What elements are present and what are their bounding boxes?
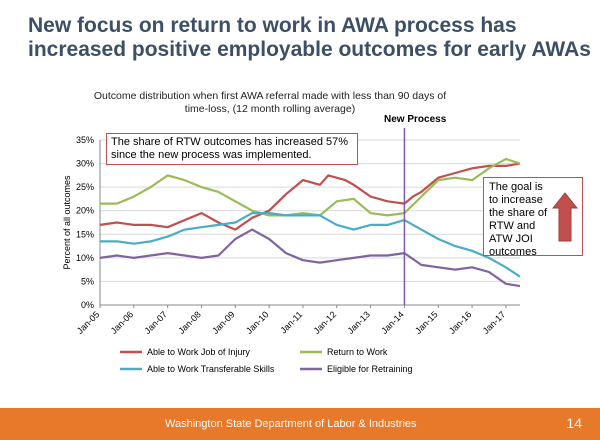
series-line-return-to-work — [100, 157, 521, 217]
y-tick-label: 35% — [76, 135, 94, 145]
page-number: 14 — [566, 415, 582, 431]
x-tick-label: Jan-17 — [481, 309, 508, 336]
goal-note-text: The goal is to increase the share of RTW… — [489, 181, 548, 258]
x-tick-label: Jan-10 — [244, 309, 271, 336]
x-tick-label: Jan-16 — [447, 309, 474, 336]
footer-organization: Washington State Department of Labor & I… — [165, 418, 417, 430]
y-tick-label: 25% — [76, 182, 94, 192]
x-tick-label: Jan-09 — [210, 309, 237, 336]
x-tick-label: Jan-12 — [312, 309, 339, 336]
chart-title-line-2: time-loss, (12 month rolling average) — [184, 103, 356, 115]
x-tick-label: Jan-11 — [278, 309, 304, 335]
goal-note-box: The goal is to increase the share of RTW… — [483, 177, 583, 258]
chart-title-line-1: Outcome distribution when first AWA refe… — [93, 90, 447, 102]
x-tick-label: Jan-15 — [413, 309, 440, 336]
legend-label: Eligible for Retraining — [327, 364, 413, 374]
series-line-able-to-work-job-of-injury — [99, 162, 521, 231]
y-tick-label: 0% — [81, 300, 94, 310]
series-line-able-to-work-transferable-skills — [100, 212, 521, 278]
y-tick-label: 20% — [76, 206, 94, 216]
rtw-increase-annotation: The share of RTW outcomes has increased … — [106, 133, 358, 165]
x-tick-label: Jan-13 — [345, 309, 372, 336]
legend-label: Return to Work — [327, 347, 388, 357]
slide-title-line-2: increased positive employable outcomes f… — [28, 38, 591, 61]
y-axis-label: Percent of all outcomes — [62, 175, 72, 270]
x-tick-label: Jan-06 — [109, 309, 136, 336]
legend-label: Able to Work Job of Injury — [147, 347, 250, 357]
y-tick-label: 30% — [76, 159, 94, 169]
slide-title: New focus on return to work in AWA proce… — [28, 14, 591, 62]
y-tick-label: 5% — [81, 276, 94, 286]
x-tick-label: Jan-08 — [176, 309, 203, 336]
footer-bar: Washington State Department of Labor & I… — [0, 408, 600, 440]
up-arrow-icon — [552, 192, 578, 242]
slide-title-line-1: New focus on return to work in AWA proce… — [28, 14, 517, 37]
x-tick-label: Jan-05 — [75, 309, 102, 336]
new-process-label: New Process — [384, 114, 447, 125]
x-tick-label: Jan-14 — [379, 309, 406, 336]
line-chart: 0% 5% 10% 15% 20% 25% 30% 35% Jan-05 Jan-06 Jan-07… — [62, 128, 521, 374]
legend-label: Able to Work Transferable Skills — [147, 364, 275, 374]
chart-title: Outcome distribution when first AWA refe… — [90, 90, 450, 116]
x-tick-label: Jan-07 — [143, 309, 170, 336]
series-line-eligible-for-retraining — [99, 228, 521, 288]
y-tick-label: 15% — [76, 229, 94, 239]
y-tick-label: 10% — [76, 253, 94, 263]
